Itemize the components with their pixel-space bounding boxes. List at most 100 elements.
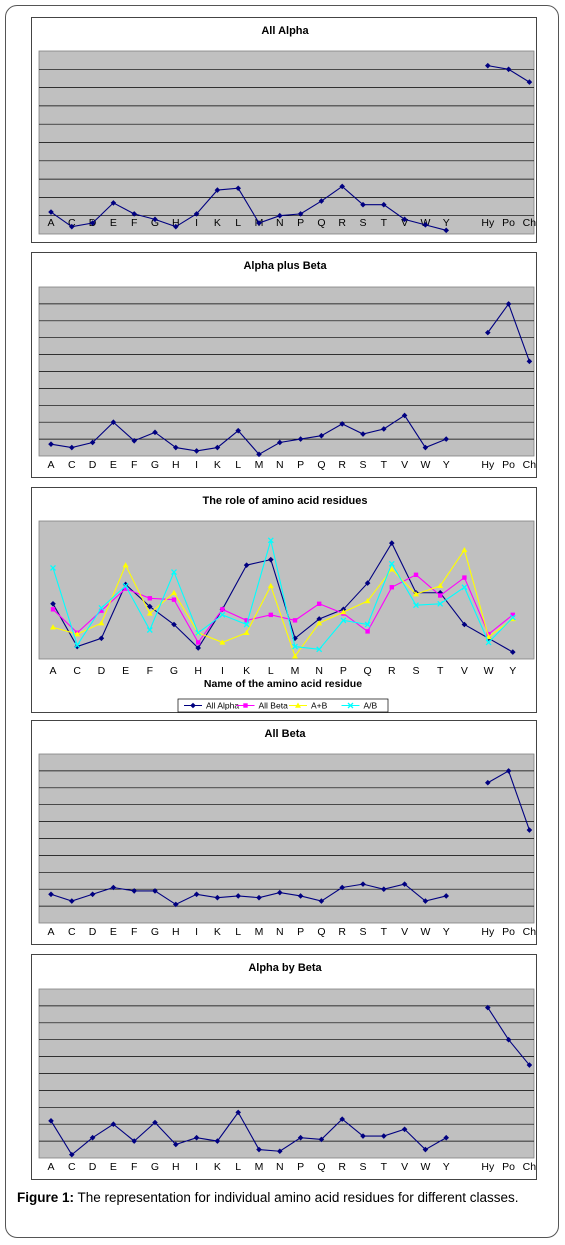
data-point bbox=[401, 216, 408, 223]
x-tick-label: T bbox=[381, 1161, 388, 1173]
data-point bbox=[318, 432, 325, 439]
x-tick-label: T bbox=[381, 459, 388, 471]
data-point bbox=[256, 220, 262, 226]
x-tick-label: Po bbox=[502, 217, 515, 229]
x-tick-label: A bbox=[49, 665, 56, 677]
x-tick-label: T bbox=[381, 926, 388, 938]
data-point bbox=[317, 601, 322, 606]
data-point bbox=[413, 572, 419, 578]
x-tick-label: Ch bbox=[523, 926, 537, 938]
x-tick-label: D bbox=[89, 1161, 97, 1173]
x-tick-label: Y bbox=[443, 217, 450, 229]
data-point bbox=[123, 586, 128, 591]
data-point bbox=[193, 1134, 200, 1141]
data-point bbox=[509, 614, 516, 621]
x-tick-label: E bbox=[110, 1161, 117, 1173]
legend-item-all-beta: All Beta bbox=[236, 701, 288, 711]
x-tick-label: L bbox=[235, 926, 241, 938]
x-tick-label: S bbox=[359, 926, 366, 938]
x-tick-label: H bbox=[172, 217, 180, 229]
data-point bbox=[381, 1133, 387, 1139]
data-point bbox=[122, 582, 129, 589]
data-point bbox=[413, 602, 419, 609]
x-tick-label: F bbox=[147, 665, 153, 677]
data-point bbox=[438, 593, 443, 598]
x-axis-label: Name of the amino acid residue bbox=[204, 678, 362, 690]
data-point bbox=[422, 222, 429, 228]
x-tick-label: Ch bbox=[523, 217, 537, 229]
data-point bbox=[297, 436, 304, 442]
data-point bbox=[173, 1141, 179, 1148]
series-line bbox=[50, 414, 447, 456]
series-series bbox=[48, 1004, 533, 1158]
x-tick-label: I bbox=[195, 926, 198, 938]
x-tick-label: K bbox=[214, 459, 221, 471]
x-tick-label: F bbox=[131, 459, 137, 471]
data-point bbox=[50, 607, 56, 612]
data-point bbox=[50, 564, 56, 571]
data-point bbox=[110, 1121, 117, 1127]
x-tick-label: P bbox=[297, 217, 304, 229]
x-tick-label: D bbox=[89, 459, 97, 471]
x-tick-label: P bbox=[297, 459, 304, 471]
data-point bbox=[318, 898, 325, 904]
data-point bbox=[381, 201, 387, 208]
data-point bbox=[364, 621, 371, 628]
series-line bbox=[50, 883, 447, 906]
x-tick-label: P bbox=[297, 926, 304, 938]
x-tick-label: R bbox=[338, 217, 346, 229]
data-point bbox=[89, 891, 96, 898]
x-tick-label: K bbox=[214, 926, 221, 938]
x-tick-label: V bbox=[401, 1161, 408, 1173]
series-line bbox=[52, 574, 514, 644]
x-tick-label: V bbox=[401, 926, 408, 938]
x-tick-label: H bbox=[194, 665, 202, 677]
data-point bbox=[422, 1146, 429, 1153]
x-tick-label: Q bbox=[317, 459, 325, 471]
x-tick-label: Y bbox=[509, 665, 516, 677]
x-tick-label: N bbox=[315, 665, 323, 677]
data-point bbox=[413, 591, 419, 597]
data-point bbox=[152, 1119, 158, 1126]
data-point bbox=[292, 653, 298, 659]
data-point bbox=[461, 584, 468, 591]
data-point bbox=[196, 640, 201, 645]
x-tick-label: Po bbox=[502, 459, 515, 471]
data-point bbox=[437, 582, 444, 589]
chart-title: All Alpha bbox=[261, 25, 309, 37]
x-tick-label: L bbox=[235, 459, 241, 471]
data-point bbox=[235, 185, 241, 192]
data-point bbox=[485, 779, 491, 786]
chart-panel-all-alpha: All AlphaACDEFGHIKLMNPQRSTVWYHyPoCh bbox=[31, 17, 537, 243]
x-tick-label: I bbox=[195, 1161, 198, 1173]
data-point bbox=[89, 439, 96, 446]
x-tick-label: Q bbox=[317, 1161, 325, 1173]
x-tick-label: K bbox=[243, 665, 250, 677]
chart-svg: All AlphaACDEFGHIKLMNPQRSTVWYHyPoCh bbox=[38, 25, 537, 235]
data-point bbox=[256, 1146, 262, 1153]
data-point bbox=[340, 609, 347, 615]
x-tick-label: V bbox=[401, 217, 408, 229]
x-tick-label: Hy bbox=[481, 459, 495, 471]
chart-svg: Alpha plus Beta A C D E F G H I K L M N P Q R S T V W Y Hy Po C… bbox=[38, 260, 536, 471]
x-tick-label: R bbox=[338, 459, 346, 471]
chart-title: Alpha plus Beta bbox=[243, 260, 327, 272]
x-tick-label: I bbox=[221, 665, 224, 677]
x-tick-label: N bbox=[276, 926, 284, 938]
data-point bbox=[297, 1134, 304, 1141]
x-tick-label: Po bbox=[502, 1161, 515, 1173]
data-point bbox=[388, 566, 395, 572]
data-point bbox=[505, 768, 512, 774]
data-point bbox=[365, 629, 370, 634]
data-point bbox=[99, 608, 104, 613]
data-point bbox=[485, 329, 491, 336]
x-tick-label: A bbox=[47, 217, 54, 229]
data-point bbox=[277, 1148, 283, 1155]
chart-title: All Beta bbox=[265, 728, 307, 740]
series-line bbox=[52, 540, 514, 650]
data-point bbox=[505, 301, 512, 307]
data-point bbox=[267, 537, 274, 544]
x-tick-label: Y bbox=[443, 1161, 450, 1173]
chart-title: Alpha by Beta bbox=[248, 962, 322, 974]
x-tick-label: G bbox=[151, 1161, 159, 1173]
